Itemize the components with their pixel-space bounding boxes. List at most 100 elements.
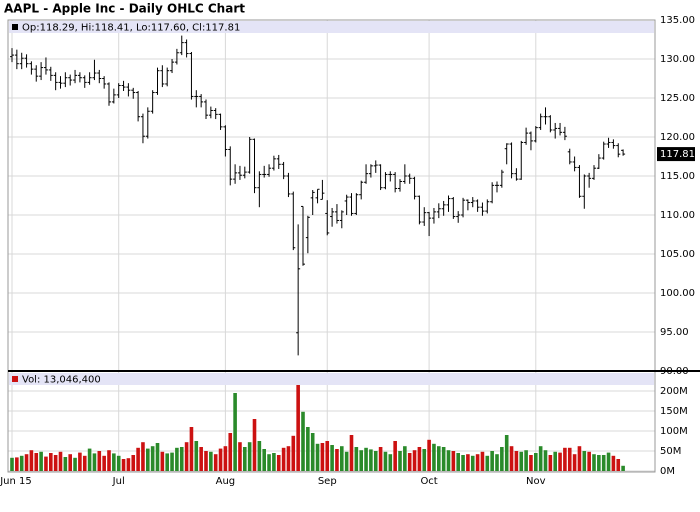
volume-bar	[601, 455, 606, 471]
volume-bar	[485, 455, 490, 471]
volume-bar	[146, 448, 150, 471]
volume-bar	[87, 448, 92, 471]
volume-bar	[344, 451, 349, 471]
volume-bar	[315, 443, 320, 471]
volume-bar	[68, 454, 72, 471]
volume-bar	[519, 451, 524, 471]
y-tick-label: 120.00	[660, 132, 695, 143]
volume-bar	[466, 454, 470, 471]
volume-bar	[179, 447, 184, 471]
volume-bar	[480, 451, 485, 471]
volume-bar	[291, 435, 296, 471]
volume-bar	[592, 454, 596, 471]
volume-info: Vol: 13,046,400	[22, 375, 101, 386]
volume-bar	[325, 441, 330, 471]
volume-bar	[582, 451, 587, 471]
x-tick-label: Sep	[318, 476, 337, 487]
volume-bar	[247, 442, 252, 471]
volume-bar	[126, 458, 131, 471]
y-tick-label: 100.00	[660, 288, 695, 299]
volume-bar	[306, 427, 310, 471]
volume-bar	[606, 452, 611, 471]
volume-bar	[597, 455, 601, 471]
volume-bar	[194, 441, 199, 471]
volume-bar	[141, 442, 145, 471]
volume-bar	[136, 447, 140, 471]
volume-bar	[451, 451, 456, 471]
volume-bar	[514, 451, 519, 471]
volume-bar	[228, 433, 233, 471]
volume-tick-label: 200M	[660, 386, 688, 397]
chart-title: AAPL - Apple Inc - Daily OHLC Chart	[4, 2, 245, 16]
volume-bar	[359, 450, 363, 471]
volume-tick-label: 50M	[660, 446, 681, 457]
volume-bar	[417, 447, 422, 471]
y-tick-label: 95.00	[660, 327, 689, 338]
volume-bar	[243, 447, 247, 471]
volume-bar	[495, 454, 499, 471]
volume-bar	[543, 450, 548, 471]
ohlc-info: Op:118.29, Hi:118.41, Lo:117.60, Cl:117.…	[22, 23, 240, 34]
volume-bar	[112, 453, 116, 471]
volume-bar	[577, 446, 582, 471]
volume-bar	[15, 457, 19, 471]
volume-bar	[63, 457, 68, 471]
volume-tick-label: 100M	[660, 426, 688, 437]
volume-bar	[121, 459, 126, 471]
volume-bar	[58, 451, 63, 471]
volume-bar	[437, 446, 441, 471]
y-tick-label: 105.00	[660, 249, 695, 260]
volume-bar	[175, 447, 179, 471]
volume-bar	[267, 454, 271, 471]
volume-bar	[524, 450, 528, 471]
volume-bar	[383, 451, 388, 471]
info-strip	[9, 21, 654, 33]
volume-bar	[490, 451, 494, 471]
volume-bar	[354, 447, 359, 471]
volume-bar	[461, 455, 465, 471]
volume-info-strip	[9, 373, 654, 385]
y-tick-label: 115.00	[660, 171, 695, 182]
y-tick-label: 130.00	[660, 54, 695, 65]
volume-bar	[509, 446, 514, 471]
volume-bar	[209, 451, 213, 471]
volume-bar	[78, 452, 82, 471]
volume-bar	[165, 453, 169, 471]
volume-bar	[373, 451, 378, 471]
volume-bar	[189, 427, 194, 471]
volume-bar	[369, 449, 373, 471]
y-tick-label: 90.00	[660, 366, 689, 377]
volume-bar	[378, 447, 383, 471]
volume-swatch	[12, 376, 18, 382]
volume-bar	[272, 453, 276, 471]
volume-bar	[213, 454, 218, 471]
volume-bar	[441, 447, 446, 471]
x-tick-label: Jul	[112, 476, 125, 487]
volume-bar	[10, 457, 14, 471]
volume-bar	[407, 453, 412, 471]
volume-bar	[500, 447, 504, 471]
x-tick-label: Oct	[420, 476, 437, 487]
volume-bar	[276, 455, 281, 471]
volume-bar	[53, 455, 58, 471]
volume-bar	[281, 447, 286, 471]
volume-bar	[233, 393, 237, 471]
volume-bar	[29, 450, 34, 471]
volume-bar	[238, 442, 242, 471]
volume-bar	[320, 443, 325, 471]
volume-bar	[296, 379, 300, 471]
volume-bar	[398, 451, 402, 471]
info-swatch	[12, 24, 18, 30]
volume-bar	[286, 446, 291, 471]
volume-bar	[364, 447, 368, 471]
volume-bar	[252, 419, 257, 471]
volume-bar	[19, 455, 24, 471]
volume-bar	[310, 433, 315, 471]
volume-tick-label: 150M	[660, 406, 688, 417]
y-tick-label: 110.00	[660, 210, 695, 221]
labels-layer: 90.00 95.00 100.00 105.00 110.00 115.00 120.00…	[0, 15, 695, 487]
volume-bar	[223, 446, 228, 471]
volume-bar	[529, 455, 533, 471]
